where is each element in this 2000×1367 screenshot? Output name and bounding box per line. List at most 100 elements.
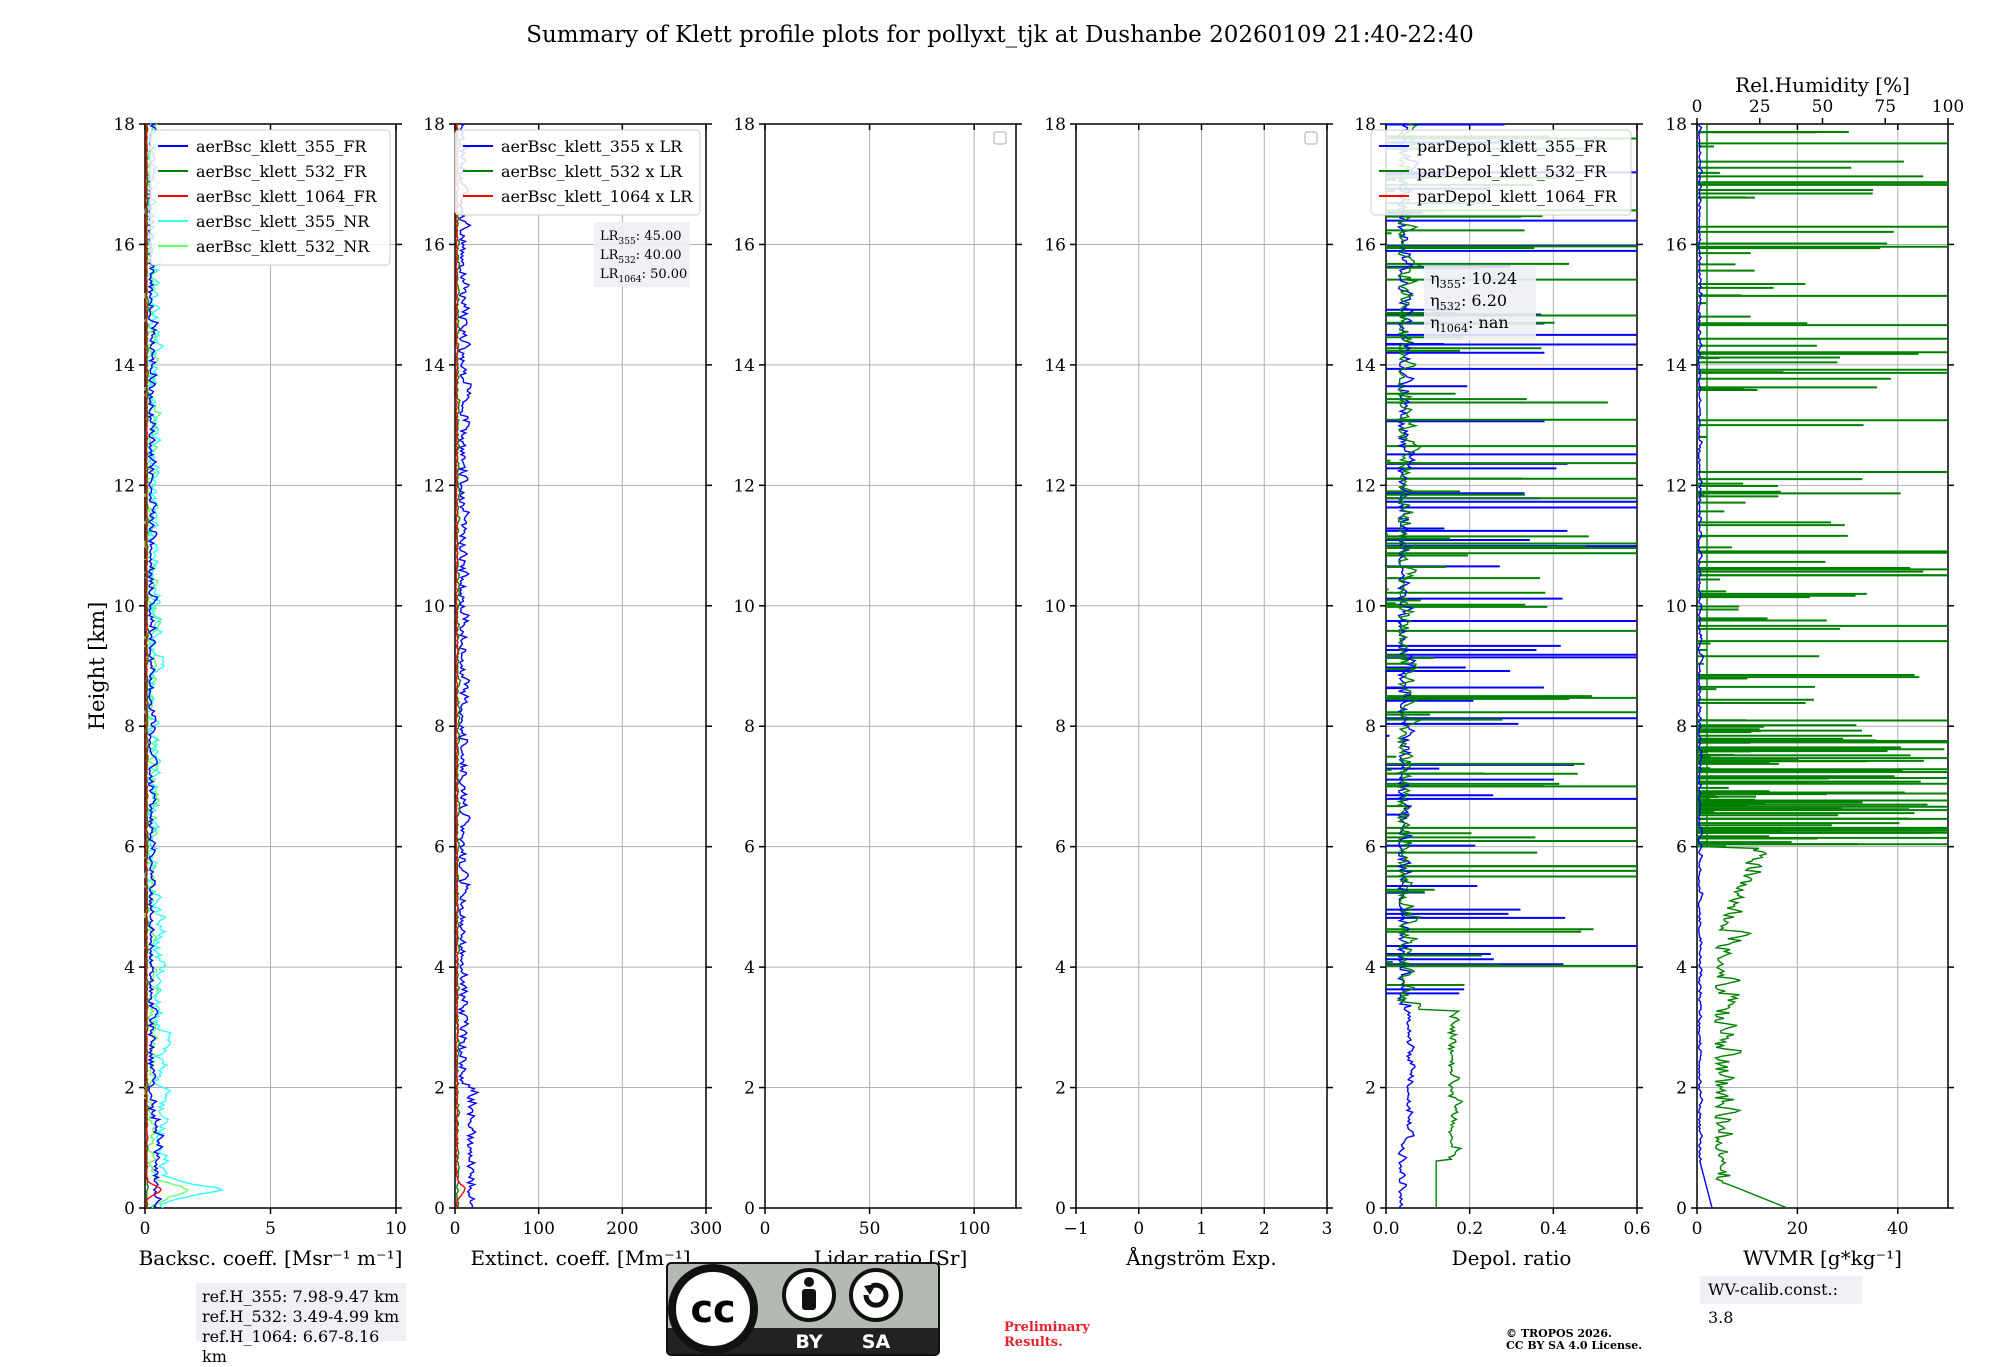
annotation-background	[594, 222, 690, 287]
y-tick-label: 14	[1665, 356, 1687, 376]
series-line-355-nr	[144, 123, 225, 1209]
wv-calibration-box: WV-calib.const.: 3.8	[1700, 1276, 1862, 1327]
series-line-355-ext	[456, 123, 480, 1208]
x-tick-label: 2	[1259, 1219, 1270, 1239]
x-tick-label: 0	[760, 1219, 771, 1239]
series-line-532-ext	[455, 123, 462, 1209]
x-tick-label: 200	[606, 1219, 638, 1239]
y-tick-label: 18	[1044, 115, 1066, 135]
y-tick-label: 14	[1044, 356, 1066, 376]
x-tick-label: 0	[140, 1219, 151, 1239]
legend-label: parDepol_klett_532_FR	[1417, 162, 1608, 181]
y-tick-label: 18	[1665, 115, 1687, 135]
legend-label: aerBsc_klett_355_NR	[196, 212, 370, 231]
x-tick-label: −1	[1063, 1219, 1088, 1239]
y-tick-label: 12	[113, 476, 135, 496]
y-tick-label: 8	[1365, 717, 1376, 737]
legend-box	[1370, 129, 1632, 216]
legend-label: aerBsc_klett_1064 x LR	[501, 187, 693, 206]
x-axis-label: Extinct. coeff. [Mm⁻¹]	[470, 1246, 690, 1270]
reference-height-box: ref.H_355: 7.98-9.47 km ref.H_532: 3.49-…	[196, 1283, 406, 1366]
legend-label: aerBsc_klett_1064_FR	[196, 187, 378, 206]
x-tick-label: 100	[958, 1219, 990, 1239]
y-tick-label: 12	[423, 476, 445, 496]
annotation-line: LR355: 45.00	[600, 229, 682, 247]
annotation-background	[1424, 266, 1536, 340]
attribution-icon-body	[802, 1289, 816, 1310]
y-tick-label: 0	[124, 1199, 135, 1219]
annotation-line: η355: 10.24	[1430, 269, 1517, 291]
y-tick-label: 14	[113, 356, 135, 376]
legend-box	[149, 129, 391, 266]
y-tick-label: 6	[124, 838, 135, 858]
y-tick-label: 4	[434, 958, 445, 978]
y-tick-label: 10	[423, 597, 445, 617]
y-tick-label: 4	[1365, 958, 1376, 978]
y-tick-label: 6	[1055, 838, 1066, 858]
y-tick-label: 12	[1354, 476, 1376, 496]
x-tick-label: 20	[1787, 1219, 1809, 1239]
panel-depolarization: 0.0 0.2 0.4 0.6 0 2 4 6 8 10 12 14 16 18 Depol. ratio p…	[1354, 115, 1650, 1270]
y-tick-label: 12	[1044, 476, 1066, 496]
y-tick-label: 18	[1354, 115, 1376, 135]
x-tick-label: 5	[265, 1219, 276, 1239]
y-axis-label: Height [km]	[85, 602, 109, 731]
y-tick-label: 8	[434, 717, 445, 737]
legend: aerBsc_klett_355_FR aerBsc_klett_532_FRae…	[149, 129, 391, 266]
preliminary-note: Preliminary Results.	[1004, 1320, 1090, 1350]
legend-box	[454, 129, 701, 216]
cc-by-sa-license-badge: cc BY SA	[666, 1262, 940, 1356]
x-tick-label: 0	[1133, 1219, 1144, 1239]
y-tick-label: 10	[113, 597, 135, 617]
plot-frame	[144, 123, 397, 1209]
top-axis-label: Rel.Humidity [%]	[1735, 73, 1910, 97]
series-line-1064-ext	[454, 123, 466, 1209]
y-tick-label: 8	[1676, 717, 1687, 737]
copyright-note: © TROPOS 2026. CC BY SA 4.0 License.	[1506, 1328, 1642, 1352]
badge-by-label: BY	[795, 1331, 822, 1353]
plot-frame	[454, 123, 707, 1209]
x-tick-label: 100	[522, 1219, 554, 1239]
y-tick-label: 0	[744, 1199, 755, 1219]
y-tick-label: 2	[1055, 1079, 1066, 1099]
y-tick-label: 0	[1055, 1199, 1066, 1219]
legend-label: aerBsc_klett_532 x LR	[501, 162, 683, 181]
y-tick-label: 16	[113, 235, 135, 255]
top-tick-label: 75	[1874, 97, 1896, 117]
x-axis-label: Depol. ratio	[1452, 1246, 1572, 1270]
y-tick-label: 0	[1676, 1199, 1687, 1219]
panel-extinction: 0 100 200 300 0 2 4 6 8 10 12 14 16 18 Extinct. coeff.…	[423, 115, 722, 1270]
y-tick-label: 10	[1044, 597, 1066, 617]
attribution-icon-head	[804, 1277, 814, 1287]
ref-height-1064: ref.H_1064: 6.67-8.16 km	[202, 1327, 380, 1366]
x-tick-label: 1	[1196, 1219, 1207, 1239]
legend-label: parDepol_klett_355_FR	[1417, 137, 1608, 156]
top-tick-label: 25	[1749, 97, 1771, 117]
x-tick-label: 0.4	[1540, 1219, 1567, 1239]
y-tick-label: 12	[1665, 476, 1687, 496]
y-tick-label: 18	[423, 115, 445, 135]
y-tick-label: 10	[1665, 597, 1687, 617]
legend-label: aerBsc_klett_355_FR	[196, 137, 367, 156]
y-tick-label: 6	[744, 838, 755, 858]
share-alike-icon-arc	[863, 1282, 889, 1308]
cc-logo-circle	[668, 1264, 758, 1354]
series-line-1064-fr	[145, 123, 162, 1208]
chart-title: Summary of Klett profile plots for polly…	[526, 22, 1474, 48]
plot-frame	[1696, 123, 1949, 1209]
y-tick-label: 14	[1354, 356, 1376, 376]
top-tick-label: 50	[1812, 97, 1834, 117]
y-tick-label: 12	[733, 476, 755, 496]
share-alike-icon	[849, 1268, 903, 1322]
plot-frame	[764, 123, 1017, 1209]
y-tick-label: 8	[744, 717, 755, 737]
legend-label: parDepol_klett_1064_FR	[1417, 187, 1618, 206]
y-tick-label: 10	[1354, 597, 1376, 617]
empty-legend-box	[1304, 131, 1318, 145]
y-tick-label: 6	[1365, 838, 1376, 858]
y-tick-label: 4	[1676, 958, 1687, 978]
y-tick-label: 14	[423, 356, 445, 376]
y-tick-label: 10	[733, 597, 755, 617]
